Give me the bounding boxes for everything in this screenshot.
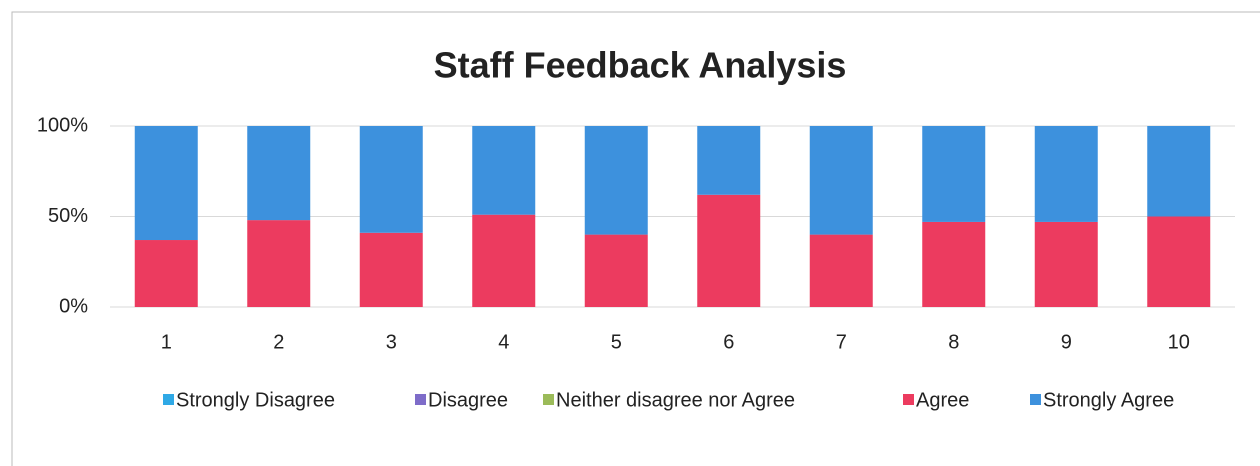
x-tick-label: 10 <box>1168 331 1190 353</box>
bar-segment <box>922 126 986 222</box>
bar-segment <box>472 214 536 307</box>
bar-segment <box>697 194 761 307</box>
x-tick-label: 9 <box>1061 331 1072 353</box>
legend-label: Disagree <box>428 389 508 411</box>
chart-title: Staff Feedback Analysis <box>434 45 847 86</box>
bar-segment <box>472 126 536 215</box>
bar-segment <box>1034 126 1098 222</box>
bar-segment <box>922 221 986 307</box>
bar-segment <box>1147 216 1211 307</box>
x-tick-label: 6 <box>723 331 734 353</box>
legend-swatch <box>903 394 914 405</box>
x-tick-label: 3 <box>386 331 397 353</box>
x-tick-label: 8 <box>948 331 959 353</box>
legend-label: Strongly Agree <box>1043 389 1174 411</box>
bar-segment <box>359 126 423 233</box>
bar-segment <box>584 126 648 235</box>
legend-swatch <box>163 394 174 405</box>
legend-swatch <box>415 394 426 405</box>
bar-segment <box>1147 126 1211 217</box>
bar-segment <box>134 240 198 307</box>
bar-segment <box>809 126 873 235</box>
bar-segment <box>134 126 198 241</box>
legend-label: Strongly Disagree <box>176 389 335 411</box>
legend-swatch <box>1030 394 1041 405</box>
y-tick-label: 50% <box>48 205 88 227</box>
y-tick-label: 0% <box>59 295 88 317</box>
x-tick-label: 1 <box>161 331 172 353</box>
legend-label: Agree <box>916 389 969 411</box>
bar-segment <box>247 126 311 221</box>
legend-swatch <box>543 394 554 405</box>
x-tick-label: 4 <box>498 331 509 353</box>
bar-segment <box>1034 221 1098 307</box>
x-tick-label: 7 <box>836 331 847 353</box>
bar-segment <box>359 232 423 307</box>
bar-segment <box>584 234 648 307</box>
bar-segment <box>247 220 311 307</box>
bar-segment <box>809 234 873 307</box>
bar-segment <box>697 126 761 195</box>
legend-label: Neither disagree nor Agree <box>556 389 795 411</box>
x-tick-label: 5 <box>611 331 622 353</box>
y-tick-label: 100% <box>37 114 88 136</box>
x-tick-label: 2 <box>273 331 284 353</box>
